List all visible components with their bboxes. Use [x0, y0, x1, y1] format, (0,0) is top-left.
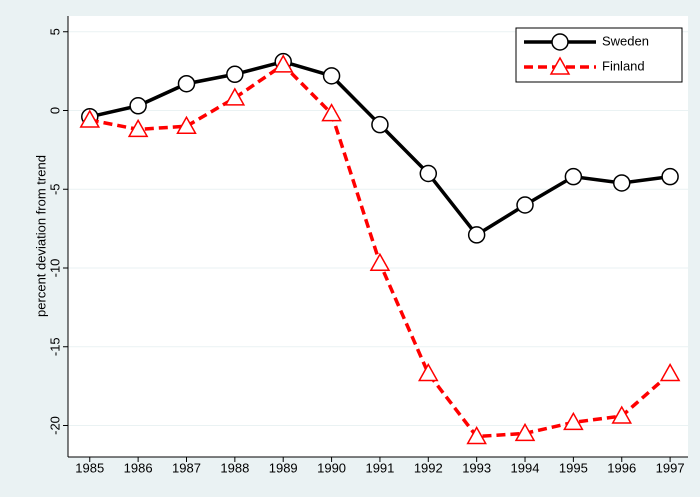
marker [516, 196, 534, 214]
marker [611, 405, 633, 424]
x-tick-label: 1996 [607, 460, 636, 475]
marker [224, 87, 246, 106]
marker [176, 115, 197, 134]
marker [514, 422, 536, 442]
marker [321, 103, 342, 122]
marker [371, 115, 389, 134]
marker [369, 252, 391, 272]
x-tick-label: 1992 [414, 460, 443, 475]
marker [612, 174, 631, 192]
marker [661, 167, 679, 186]
marker [563, 411, 584, 431]
x-tick-label: 1985 [75, 460, 104, 475]
legend-label: Sweden [602, 33, 649, 48]
y-tick-label: -20 [47, 416, 62, 435]
marker [564, 167, 583, 186]
marker [129, 97, 147, 115]
marker [272, 54, 294, 73]
marker [659, 362, 681, 382]
y-tick-label: 0 [47, 107, 62, 114]
x-tick-label: 1988 [220, 460, 249, 475]
y-tick-label: -5 [47, 183, 62, 195]
y-tick-label: -15 [47, 337, 62, 356]
y-axis-label: percent deviation from trend [33, 155, 48, 317]
marker [79, 109, 101, 128]
legend-marker [549, 56, 571, 75]
x-tick-label: 1997 [656, 460, 685, 475]
marker [419, 164, 438, 183]
marker [418, 362, 439, 382]
x-tick-label: 1995 [559, 460, 588, 475]
x-tick-label: 1989 [269, 460, 298, 475]
x-tick-label: 1993 [462, 460, 491, 475]
marker [466, 425, 487, 445]
legend-box [515, 27, 683, 83]
x-tick-label: 1990 [317, 460, 346, 475]
marker [226, 65, 244, 84]
legend-marker [551, 33, 569, 51]
x-tick-label: 1987 [172, 460, 201, 475]
x-tick-label: 1991 [365, 460, 394, 475]
legend-label: Finland [602, 58, 645, 73]
x-tick-label: 1994 [511, 460, 540, 475]
y-tick-label: -10 [47, 259, 62, 278]
y-tick-label: 5 [47, 28, 62, 35]
marker [177, 74, 196, 93]
marker [127, 118, 149, 138]
x-tick-label: 1986 [124, 460, 153, 475]
marker [322, 67, 341, 85]
marker [467, 226, 486, 244]
